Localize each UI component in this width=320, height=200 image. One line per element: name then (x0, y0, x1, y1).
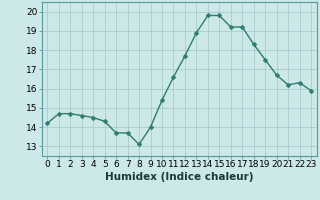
X-axis label: Humidex (Indice chaleur): Humidex (Indice chaleur) (105, 172, 253, 182)
